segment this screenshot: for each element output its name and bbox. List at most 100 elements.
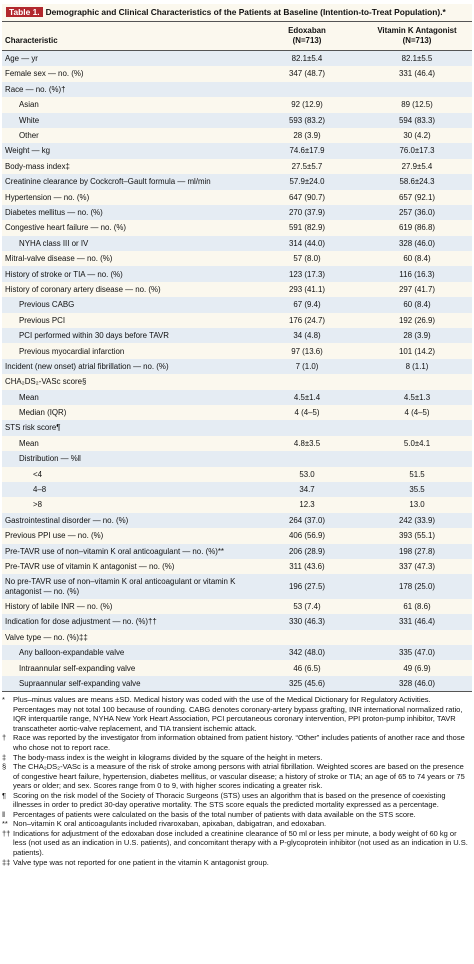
- table-row: Pre-TAVR use of non–vitamin K oral antic…: [2, 543, 472, 559]
- cell: 61 (8.6): [403, 601, 431, 611]
- cell: 34 (4.8): [252, 328, 362, 344]
- table-row: Mean 4.5±1.4 4.5±1.3: [2, 389, 472, 405]
- table-row: Congestive heart failure — no. (%) 591 (8…: [2, 220, 472, 235]
- cell: 242 (33.9): [362, 512, 472, 529]
- cell: 60 (8.4): [403, 254, 431, 264]
- cell: [252, 374, 362, 389]
- row-label: Median (IQR): [19, 408, 67, 418]
- table-row: White 593 (83.2) 594 (83.3): [2, 112, 472, 128]
- row-label: Previous PCI: [19, 315, 66, 325]
- footnote: † Race was reported by the investigator f…: [2, 733, 472, 752]
- row-label: Mean: [2, 389, 252, 405]
- column-header: Edoxaban (N=713): [252, 22, 362, 51]
- row-label: White: [2, 112, 252, 128]
- row-label: Mean: [19, 438, 39, 448]
- footnote: § The CHA₂DS₂-VASc is a measure of the ri…: [2, 762, 472, 791]
- footnote: ** Non–vitamin K oral anticoagulants incl…: [2, 819, 472, 829]
- row-label: Any balloon-expandable valve: [2, 645, 252, 661]
- table-row: History of labile INR — no. (%) 53 (7.4) 6…: [2, 599, 472, 614]
- cell: 4.5±1.4: [252, 389, 362, 405]
- cell: 406 (56.9): [289, 531, 325, 541]
- footnote-mark: ¶: [2, 790, 7, 800]
- cell: 264 (37.0): [252, 512, 362, 529]
- cell: 270 (37.9): [252, 204, 362, 221]
- footnote: * Plus–minus values are means ±SD. Medica…: [2, 695, 472, 733]
- table-row: Diabetes mellitus — no. (%) 270 (37.9) 257…: [2, 204, 472, 221]
- cell: 257 (36.0): [362, 204, 472, 221]
- table-body: Age — yr 82.1±5.4 82.1±5.5 Female sex — no.…: [2, 50, 472, 692]
- cell: 657 (92.1): [399, 192, 435, 202]
- column-header: Vitamin K Antagonist (N=713): [362, 22, 472, 51]
- cell: 28 (3.9): [293, 131, 321, 141]
- cell: 12.3: [299, 500, 315, 510]
- table-row: 4–8 34.7 35.5: [2, 481, 472, 498]
- table-row: Previous PPI use — no. (%) 406 (56.9) 393 …: [2, 528, 472, 543]
- row-label: Distribution — %‖: [2, 451, 252, 467]
- cell: 297 (41.7): [399, 284, 435, 294]
- table-row: NYHA class III or IV 314 (44.0) 328 (46.0): [2, 235, 472, 252]
- cell: [252, 420, 362, 436]
- table-row: Pre-TAVR use of vitamin K antagonist — n…: [2, 559, 472, 574]
- row-label: Body-mass index‡: [5, 161, 70, 171]
- cell: 328 (46.0): [362, 235, 472, 252]
- row-label: Weight — kg: [2, 143, 252, 159]
- cell: 594 (83.3): [362, 112, 472, 128]
- table-row: Race — no. (%)†: [2, 81, 472, 98]
- footnote-text: Indications for adjustment of the edoxab…: [13, 828, 468, 857]
- cell: 4 (4–5): [294, 408, 320, 418]
- cell: 13.0: [409, 500, 425, 510]
- cell: 67 (9.4): [252, 297, 362, 313]
- footnote: ‡‡ Valve type was not reported for one pa…: [2, 858, 472, 868]
- cell: 591 (82.9): [289, 223, 325, 233]
- footnote-text: Race was reported by the investigator fr…: [13, 733, 465, 752]
- cell: [362, 81, 472, 98]
- footnote-text: Percentages of patients were calculated …: [13, 809, 416, 819]
- row-label: Mitral-valve disease — no. (%): [5, 254, 113, 264]
- footnote-mark: §: [2, 762, 7, 772]
- table-row: Supraannular self-expanding valve 325 (45…: [2, 675, 472, 692]
- cell: 8 (1.1): [362, 358, 472, 375]
- table-row: Median (IQR) 4 (4–5) 4 (4–5): [2, 405, 472, 420]
- cell: 311 (43.6): [289, 561, 325, 571]
- cell: 35.5: [362, 481, 472, 498]
- row-label: Creatinine clearance by Cockcroft–Gault …: [2, 174, 252, 190]
- table-row: Mitral-valve disease — no. (%) 57 (8.0) 60…: [2, 251, 472, 266]
- cell: 60 (8.4): [362, 297, 472, 313]
- cell: [252, 630, 362, 645]
- cell: 331 (46.4): [362, 614, 472, 630]
- row-label: Race — no. (%)†: [2, 81, 252, 98]
- table-row: Other 28 (3.9) 30 (4.2): [2, 128, 472, 143]
- cell: 97 (13.6): [291, 346, 323, 356]
- row-label: Female sex — no. (%): [5, 69, 84, 79]
- row-label: STS risk score¶: [2, 420, 252, 436]
- table-row: Previous myocardial infarction 97 (13.6) 1…: [2, 343, 472, 358]
- column-n: (N=713): [292, 36, 322, 45]
- cell: 337 (47.3): [399, 561, 435, 571]
- table-row: Creatinine clearance by Cockcroft–Gault …: [2, 174, 472, 190]
- cell: 82.1±5.4: [252, 50, 362, 67]
- cell: 342 (48.0): [252, 645, 362, 661]
- cell: 176 (24.7): [289, 315, 325, 325]
- table-row: Weight — kg 74.6±17.9 76.0±17.3: [2, 143, 472, 159]
- cell: 116 (16.3): [362, 266, 472, 282]
- row-label: History of stroke or TIA — no. (%): [2, 266, 252, 282]
- table-row: Hypertension — no. (%) 647 (90.7) 657 (92.…: [2, 190, 472, 205]
- footnote: ‖ Percentages of patients were calculated…: [2, 810, 472, 820]
- footnote-mark: ††: [2, 828, 11, 838]
- cell: 4.5±1.3: [362, 389, 472, 405]
- table-row: Age — yr 82.1±5.4 82.1±5.5: [2, 50, 472, 67]
- cell: 393 (55.1): [399, 531, 435, 541]
- row-label: Gastrointestinal disorder — no. (%): [2, 512, 252, 529]
- table-row: Valve type — no. (%)‡‡: [2, 630, 472, 645]
- table-row: <4 53.0 51.5: [2, 467, 472, 482]
- row-label: CHA₂DS₂-VASc score§: [5, 377, 87, 387]
- cell: 57.9±24.0: [252, 174, 362, 190]
- cell: 331 (46.4): [399, 69, 435, 79]
- cell: [362, 630, 472, 645]
- row-label: NYHA class III or IV: [2, 235, 252, 252]
- row-label: Pre-TAVR use of non–vitamin K oral antic…: [2, 543, 252, 559]
- table-label: Table 1.: [6, 7, 43, 17]
- row-label: 4–8: [2, 481, 252, 498]
- cell: 58.6±24.3: [362, 174, 472, 190]
- cell: 53 (7.4): [293, 601, 321, 611]
